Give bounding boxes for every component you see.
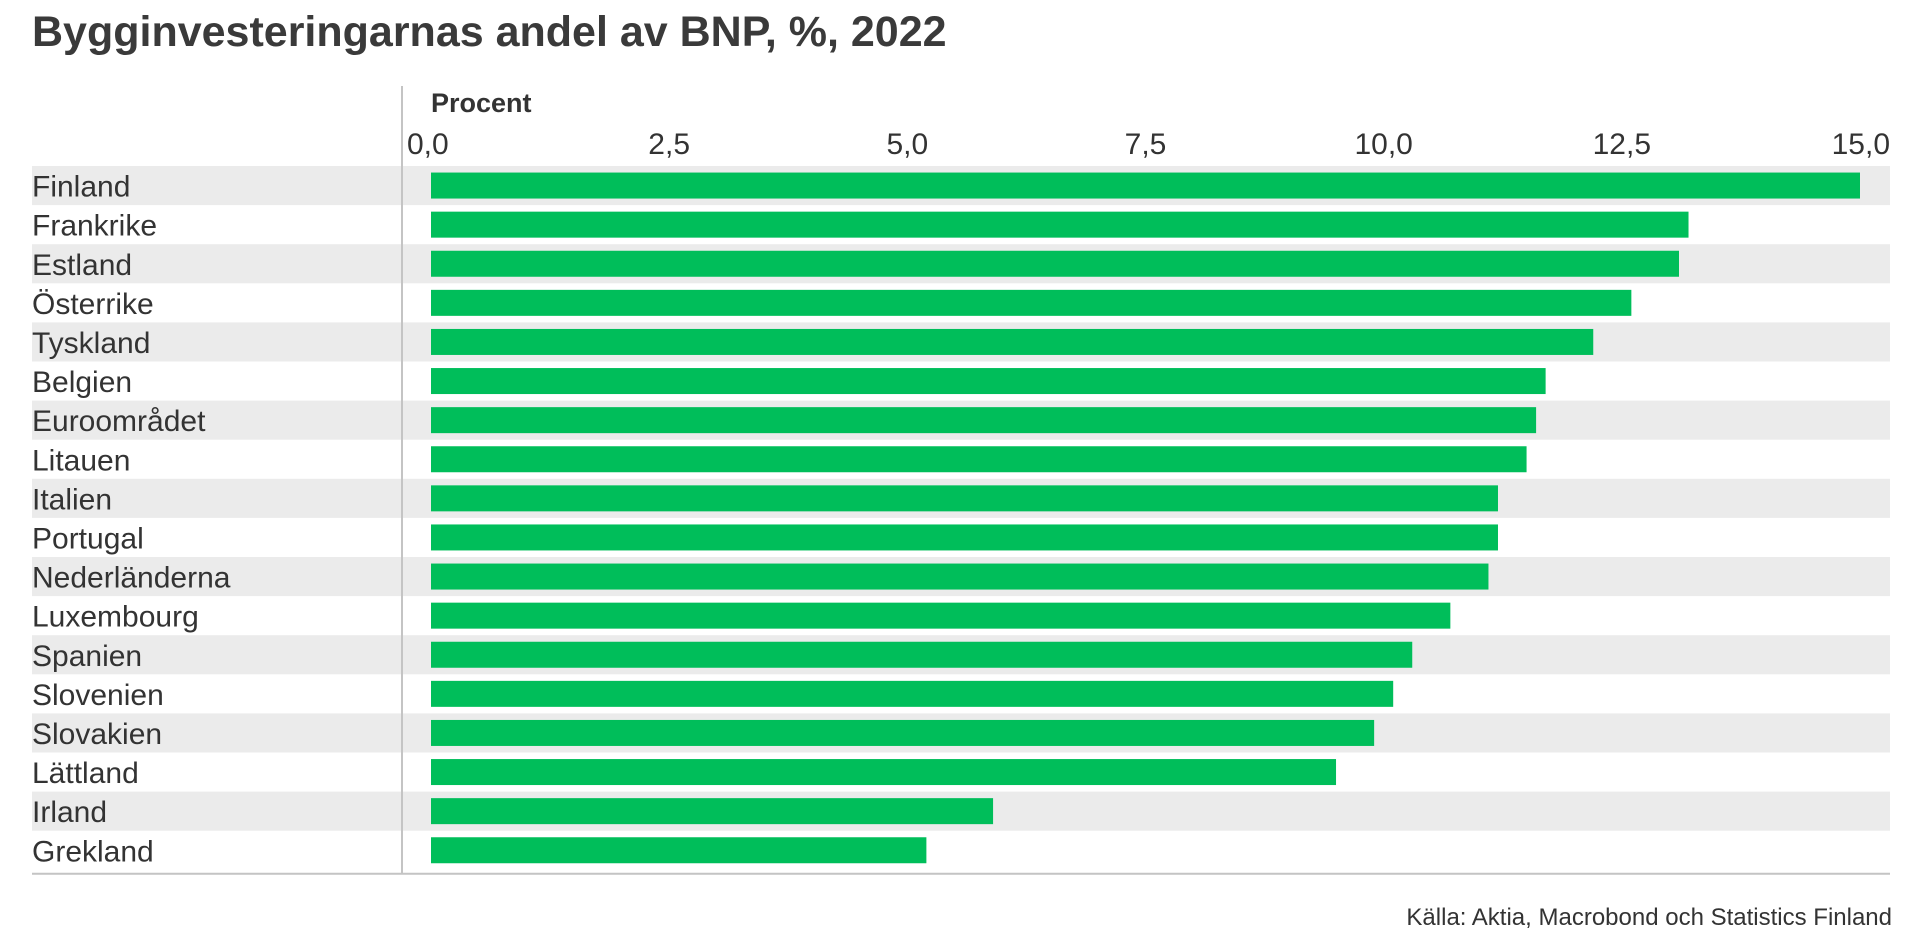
category-label: Spanien: [32, 640, 142, 673]
category-label: Portugal: [32, 522, 144, 555]
x-tick-label: 2,5: [648, 128, 690, 161]
x-tick-labels: 0,0 2,5 5,0 7,5 10,0 12,5 15,0: [407, 128, 1890, 161]
category-label: Österrike: [32, 288, 154, 321]
chart-title: Bygginvesteringarnas andel av BNP, %, 20…: [32, 8, 947, 56]
bar: [431, 719, 1375, 746]
bars: [431, 172, 1860, 864]
bar: [431, 837, 927, 864]
category-labels: Finland Frankrike Estland Österrike Tyskland…: [32, 171, 231, 869]
bar: [431, 602, 1451, 629]
category-label: Luxembourg: [32, 601, 199, 634]
bar: [431, 328, 1594, 355]
bar: [431, 368, 1546, 395]
bar-chart: Procent 0,0 2,5 5,0 7,5 10,0 12,5 15,0 Finland…: [32, 86, 1890, 875]
category-label: Italien: [32, 483, 112, 516]
bar: [431, 524, 1498, 551]
bar: [431, 407, 1537, 434]
category-label: Slovenien: [32, 679, 164, 712]
category-label: Grekland: [32, 835, 154, 868]
x-tick-label: 7,5: [1125, 128, 1167, 161]
category-label: Finland: [32, 171, 130, 204]
category-label: Nederländerna: [32, 562, 231, 595]
source-note: Källa: Aktia, Macrobond och Statistics F…: [1406, 904, 1892, 931]
x-tick-label: 10,0: [1354, 128, 1412, 161]
bar: [431, 289, 1632, 316]
bar: [431, 250, 1679, 277]
category-label: Litauen: [32, 444, 130, 477]
bar: [431, 485, 1498, 512]
bar: [431, 211, 1689, 238]
bar: [431, 172, 1860, 199]
category-label: Frankrike: [32, 210, 157, 243]
category-label: Estland: [32, 249, 132, 282]
bar: [431, 759, 1337, 786]
x-tick-label: 5,0: [886, 128, 928, 161]
category-label: Lättland: [32, 757, 139, 790]
x-tick-label: 0,0: [407, 128, 449, 161]
x-tick-label: 15,0: [1832, 128, 1890, 161]
category-label: Euroområdet: [32, 405, 206, 438]
bar: [431, 798, 994, 825]
category-label: Slovakien: [32, 718, 162, 751]
category-label: Irland: [32, 796, 107, 829]
bar: [431, 563, 1489, 590]
bar: [431, 446, 1527, 473]
bar: [431, 680, 1394, 707]
unit-label: Procent: [431, 88, 532, 118]
category-label: Tyskland: [32, 327, 150, 360]
x-tick-label: 12,5: [1593, 128, 1651, 161]
category-label: Belgien: [32, 366, 132, 399]
bar: [431, 641, 1413, 668]
